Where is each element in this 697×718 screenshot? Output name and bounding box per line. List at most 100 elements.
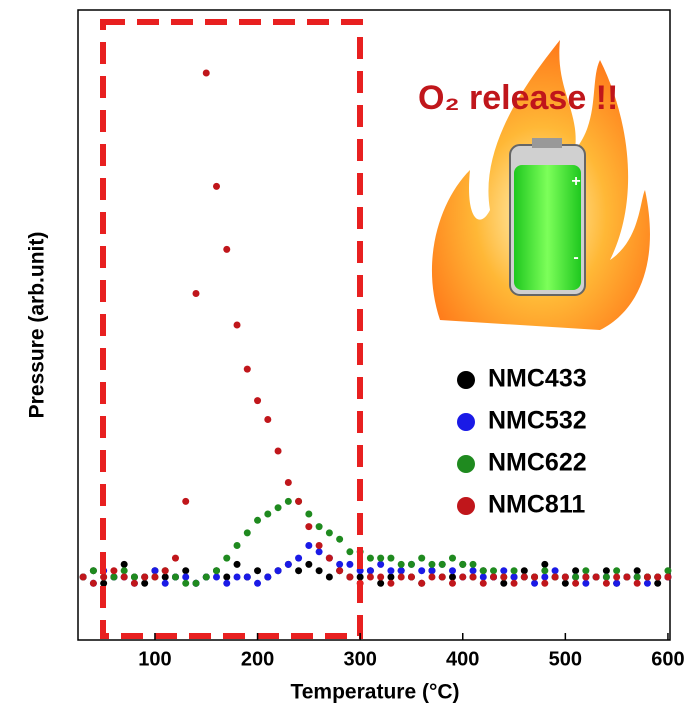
x-tick-label: 600 (651, 648, 684, 670)
data-point (654, 573, 662, 581)
data-point (551, 573, 559, 581)
data-point (531, 579, 539, 587)
data-point (366, 573, 374, 581)
data-point (510, 579, 518, 587)
data-point (151, 567, 159, 575)
data-point (561, 573, 569, 581)
data-point (500, 573, 508, 581)
data-point (213, 573, 221, 581)
data-point (182, 497, 190, 505)
data-point (315, 548, 323, 556)
data-point (120, 560, 128, 568)
data-point (100, 573, 108, 581)
data-point (541, 579, 549, 587)
data-point (264, 510, 272, 518)
data-point (428, 560, 436, 568)
data-point (89, 567, 97, 575)
data-point (377, 579, 385, 587)
data-point (366, 567, 374, 575)
data-point (130, 579, 138, 587)
data-point (130, 573, 138, 581)
data-point (377, 554, 385, 562)
data-point (582, 573, 590, 581)
data-point (284, 560, 292, 568)
data-point (223, 245, 231, 253)
data-point (325, 529, 333, 537)
data-point (192, 579, 200, 587)
data-point (520, 573, 528, 581)
data-point (315, 542, 323, 549)
data-point (377, 560, 385, 568)
data-point (387, 573, 395, 581)
legend-label: NMC532 (488, 407, 587, 435)
data-points (79, 69, 672, 587)
data-point (182, 579, 190, 587)
data-point (274, 504, 282, 512)
data-point (490, 573, 498, 581)
x-tick-label: 300 (343, 648, 376, 670)
data-point (520, 567, 528, 575)
data-point (602, 567, 610, 575)
data-point (254, 516, 262, 524)
data-point (325, 554, 333, 562)
data-point (551, 567, 559, 575)
x-tick-label: 100 (138, 648, 171, 670)
data-point (448, 554, 456, 562)
legend-label: NMC433 (488, 365, 587, 393)
data-point (438, 560, 446, 568)
data-point (428, 567, 436, 575)
data-point (418, 554, 426, 562)
data-point (346, 560, 354, 568)
data-point (192, 290, 200, 297)
data-point (500, 579, 508, 587)
data-point (284, 479, 292, 486)
x-axis-label: Temperature (°C) (290, 681, 459, 704)
data-point (202, 573, 210, 581)
data-point (182, 567, 190, 575)
data-point (171, 554, 179, 562)
data-point (438, 573, 446, 581)
data-point (336, 567, 344, 575)
data-point (325, 573, 333, 581)
svg-text:-: - (573, 249, 578, 266)
data-point (141, 579, 149, 587)
data-point (582, 567, 590, 575)
data-point (592, 573, 600, 581)
data-point (572, 567, 580, 575)
data-point (264, 416, 272, 423)
data-point (377, 573, 385, 581)
data-point (582, 579, 590, 587)
x-tick-label: 200 (241, 648, 274, 670)
data-point (602, 573, 610, 581)
data-point (120, 567, 128, 575)
data-point (387, 579, 395, 587)
data-point (459, 560, 467, 568)
data-point (336, 535, 344, 543)
data-point (141, 573, 149, 581)
data-point (490, 567, 498, 575)
data-point (233, 542, 241, 549)
data-point (223, 573, 231, 581)
annotation: O₂ release !! (418, 79, 618, 117)
data-point (110, 573, 118, 581)
data-point (233, 321, 241, 329)
data-point (664, 567, 672, 575)
data-point (572, 573, 580, 581)
data-point (397, 567, 405, 575)
data-point (202, 69, 210, 77)
data-point (510, 567, 518, 575)
data-point (397, 573, 405, 581)
data-point (171, 573, 179, 581)
data-point (479, 579, 487, 587)
data-point (623, 573, 631, 581)
data-point (469, 560, 477, 568)
data-point (572, 579, 580, 587)
data-point (479, 573, 487, 581)
data-point (213, 182, 221, 190)
data-point (243, 529, 251, 537)
highlight-box (100, 19, 363, 639)
data-point (531, 573, 539, 581)
data-point (397, 560, 405, 568)
svg-text:+: + (571, 173, 580, 190)
